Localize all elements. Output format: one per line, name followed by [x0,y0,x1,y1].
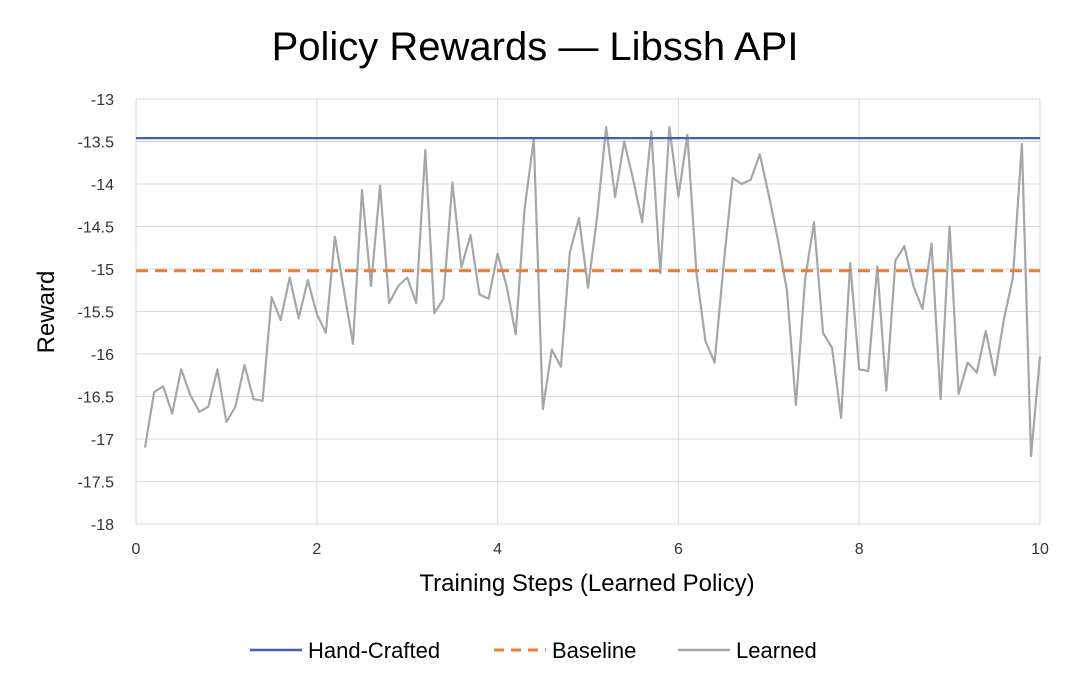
y-tick-label: -13 [91,92,114,109]
x-tick-label: 2 [312,541,321,558]
y-tick-label: -13.5 [78,135,115,152]
y-tick-label: -17.5 [78,475,115,492]
y-tick-label: -16 [91,347,114,364]
series-line-learned [143,125,1042,458]
gridlines [135,98,1041,525]
chart-title: Policy Rewards — Libssh API [272,25,799,69]
y-axis-label: Reward [33,271,60,354]
x-tick-label: 4 [493,541,502,558]
y-tick-label: -14.5 [78,220,115,237]
x-tick-label: 8 [855,541,864,558]
x-tick-label: 10 [1031,541,1049,558]
legend-label: Baseline [552,638,636,663]
legend-label: Hand-Crafted [308,638,440,663]
y-tick-label: -18 [91,517,114,534]
y-tick-label: -17 [91,432,114,449]
plot-area [136,125,1042,458]
x-axis-label: Training Steps (Learned Policy) [419,570,754,597]
x-tick-label: 0 [132,541,141,558]
legend: Hand-Crafted Baseline Learned [250,638,817,663]
y-tick-label: -15.5 [78,305,115,322]
x-tick-label: 6 [674,541,683,558]
legend-label: Learned [736,638,817,663]
y-tick-label: -16.5 [78,390,115,407]
y-tick-label: -15 [91,262,114,279]
axis-ticks: -13 -13.5 -14 -14.5 -15 -15.5 -16 -16.5 -17 -17.5… [78,92,1049,558]
y-tick-label: -14 [91,177,114,194]
